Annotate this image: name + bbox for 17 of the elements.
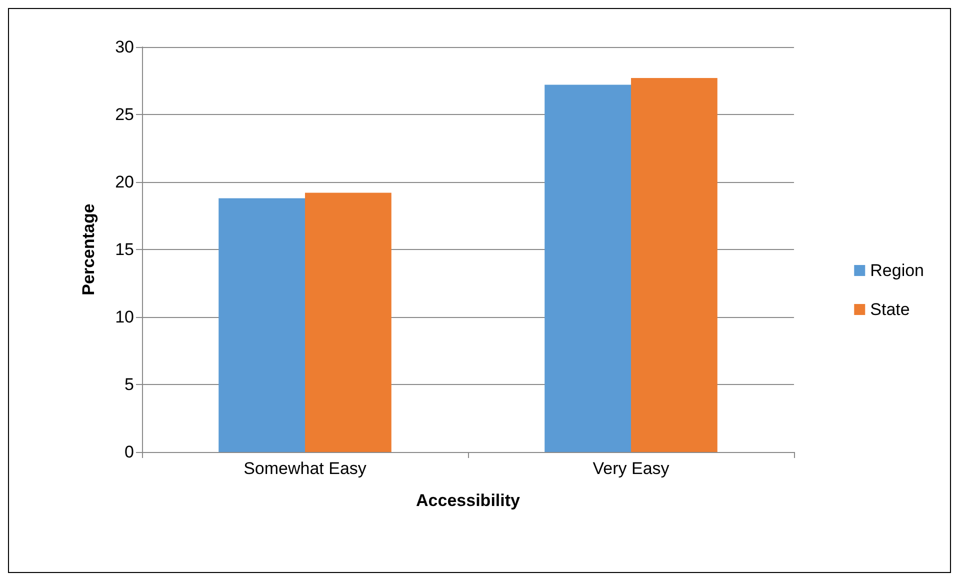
x-axis-title: Accessibility [416, 491, 521, 510]
y-axis-title: Percentage [79, 204, 98, 296]
y-tick-label: 0 [124, 442, 134, 462]
bar [305, 192, 392, 452]
bar [218, 198, 305, 452]
bar [631, 78, 718, 452]
x-tick-label: Very Easy [592, 459, 670, 478]
legend-label: State [870, 300, 910, 319]
bar [544, 84, 631, 452]
y-tick-label: 25 [115, 105, 134, 124]
y-tick-label: 5 [124, 375, 134, 394]
y-tick-label: 20 [115, 172, 134, 192]
x-tick-label: Somewhat Easy [244, 459, 367, 478]
y-tick-label: 15 [115, 240, 134, 259]
y-tick-label: 30 [115, 38, 134, 56]
y-tick-label: 10 [115, 308, 134, 326]
legend-label: Region [870, 261, 924, 280]
